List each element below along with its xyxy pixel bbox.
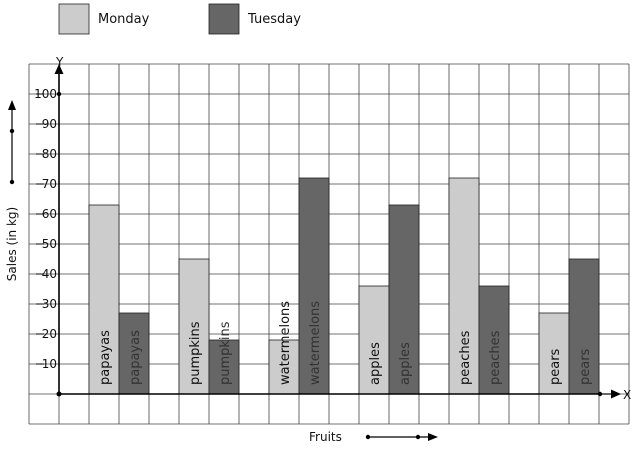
y-tick-label: 80	[42, 147, 57, 161]
bar-label-tuesday-peaches: peaches	[488, 330, 503, 385]
up-arrow-dot	[9, 179, 15, 185]
y-tick-label: 90	[42, 117, 57, 131]
legend-swatch-monday	[58, 3, 90, 35]
y-tick-labels: 10 20 30 40 50 60 70 80 90 100	[34, 87, 57, 371]
bar-label-tuesday-pears: pears	[578, 348, 593, 385]
bar-monday-pears	[538, 312, 570, 395]
y-axis-arrowhead	[54, 64, 64, 74]
y-axis-label: Sales (in kg)	[5, 207, 19, 281]
bar-label-monday-peaches: peaches	[458, 330, 473, 385]
chart-axes	[54, 64, 621, 399]
legend-label-tuesday: Tuesday	[247, 12, 301, 27]
chart-bars: papayas papayas pumpkins pumpkins watermelon…	[88, 177, 600, 395]
x-axis-label: Fruits	[309, 430, 342, 444]
up-arrow-dot	[9, 128, 15, 134]
bar-monday-papayas	[88, 204, 120, 395]
x-axis-end-dot	[597, 391, 603, 397]
y-tick-label: 10	[42, 357, 57, 371]
bar-tuesday-pears	[568, 258, 600, 395]
bar-label-tuesday-watermelons: watermelons	[308, 301, 323, 385]
bar-monday-peaches	[448, 177, 480, 395]
bar-label-monday-apples: apples	[368, 342, 383, 385]
chart-legend: Monday Tuesday	[58, 3, 301, 35]
bar-label-tuesday-apples: apples	[398, 342, 413, 385]
y-tick-label: 20	[42, 327, 57, 341]
bar-tuesday-pumpkins	[208, 339, 240, 395]
y-tick-label: 50	[42, 237, 57, 251]
up-arrow-head	[8, 100, 16, 110]
bar-label-monday-pears: pears	[548, 348, 563, 385]
bar-label-tuesday-papayas: papayas	[128, 330, 143, 385]
bar-label-monday-papayas: papayas	[98, 330, 113, 385]
x-axis-arrowhead	[611, 389, 621, 399]
bar-label-monday-watermelons: watermelons	[278, 301, 293, 385]
y-axis-letter: Y	[55, 55, 64, 69]
right-arrow-dot	[415, 434, 421, 440]
bar-tuesday-papayas	[118, 312, 150, 395]
right-arrow-dot	[365, 434, 371, 440]
y-tick-label: 30	[42, 297, 57, 311]
y-tick-label: 70	[42, 177, 57, 191]
y-tick-label: 40	[42, 267, 57, 281]
legend-swatch-tuesday	[208, 3, 240, 35]
axis-titles: Sales (in kg) Fruits X Y	[5, 55, 631, 444]
right-arrow-head	[428, 433, 438, 441]
x-axis-letter: X	[623, 388, 631, 402]
y-tick-label: 100	[34, 87, 57, 101]
bar-label-monday-pumpkins: pumpkins	[188, 321, 203, 385]
y-axis-end-dot	[56, 91, 62, 97]
bar-tuesday-apples	[388, 204, 420, 395]
bar-label-tuesday-pumpkins: pumpkins	[218, 321, 233, 385]
direction-arrows	[8, 100, 438, 441]
bar-tuesday-peaches	[478, 285, 510, 395]
bar-tuesday-watermelons	[298, 177, 330, 395]
y-tick-label: 60	[42, 207, 57, 221]
legend-label-monday: Monday	[98, 12, 150, 27]
bar-monday-watermelons	[268, 339, 300, 395]
